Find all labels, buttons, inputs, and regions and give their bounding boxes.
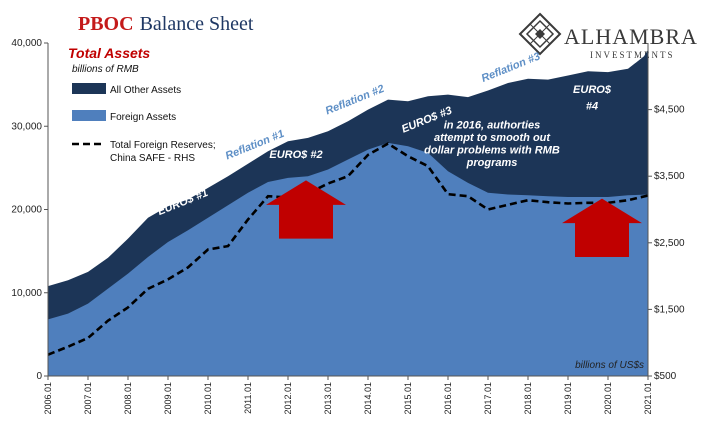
x-tick-label: 2007.01 [83, 382, 93, 415]
y-left-tick-label: 30,000 [11, 121, 42, 132]
x-tick-label: 2019.01 [563, 382, 573, 415]
legend-swatch-foreign-assets [72, 110, 106, 121]
red-arrow [266, 180, 346, 239]
legend: Total Assets billions of RMB All Other Ass… [68, 45, 216, 164]
x-tick-label: 2020.01 [603, 382, 613, 415]
legend-label: Foreign Assets [110, 112, 176, 123]
y-right-tick-label: $2,500 [654, 238, 685, 249]
x-tick-label: 2018.01 [523, 382, 533, 415]
chart-subtitle: billions of RMB [72, 64, 139, 75]
annotation-euro: #4 [586, 101, 598, 113]
series-total-foreign-reserves [47, 142, 649, 356]
legend-label: Total Foreign Reserves; [110, 140, 216, 151]
y-left-tick-label: 40,000 [11, 38, 42, 49]
y-right-tick-label: $4,500 [654, 105, 685, 116]
annotation-euro: EURO$ [573, 84, 612, 96]
logo-name: ALHAMBRA [564, 24, 698, 49]
annotation-euro: programs [466, 157, 518, 169]
x-tick-label: 2009.01 [163, 382, 173, 415]
x-tick-label: 2013.01 [323, 382, 333, 415]
annotation-euro: dollar problems with RMB [424, 145, 560, 157]
x-tick-label: 2010.01 [203, 382, 213, 415]
title-balance-sheet: Balance Sheet [140, 13, 254, 35]
x-tick-label: 2017.01 [483, 382, 493, 415]
y-right-tick-label: $500 [654, 371, 677, 382]
title-pboc: PBOC [78, 13, 134, 35]
y-left-tick-label: 10,000 [11, 288, 42, 299]
y-left-tick-label: 0 [36, 371, 42, 382]
diamond-lattice-icon [518, 12, 562, 56]
chart-title: Total Assets [68, 45, 150, 61]
alhambra-logo: ALHAMBRA INVESTMENTS [518, 12, 698, 60]
x-tick-label: 2006.01 [43, 382, 53, 415]
y-right-tick-label: $1,500 [654, 304, 685, 315]
x-tick-label: 2011.01 [243, 382, 253, 414]
y-left-tick-label: 20,000 [11, 205, 42, 216]
logo-subtitle: INVESTMENTS [590, 50, 675, 60]
x-tick-label: 2021.01 [643, 382, 653, 415]
annotation-euro: EURO$ #2 [269, 149, 322, 161]
legend-label: All Other Assets [110, 85, 181, 96]
series-foreign-assets [48, 142, 648, 376]
x-tick-label: 2012.01 [283, 382, 293, 415]
x-tick-label: 2014.01 [363, 382, 373, 415]
y-right-unit-label: billions of US$s [575, 360, 644, 371]
plot-area [47, 49, 649, 376]
title: PBOC Balance Sheet [78, 13, 254, 35]
legend-label-line2: China SAFE - RHS [110, 153, 195, 164]
x-tick-label: 2008.01 [123, 382, 133, 415]
x-tick-label: 2016.01 [443, 382, 453, 415]
legend-swatch-all-other-assets [72, 83, 106, 94]
annotation-euro: in 2016, authorties [444, 120, 541, 132]
y-right-tick-label: $3,500 [654, 171, 685, 182]
red-arrow [562, 198, 642, 257]
annotation-euro: attempt to smooth out [434, 132, 551, 144]
axes: 0 10,000 20,000 30,000 40,000 $500 $1,500 $2,50… [11, 38, 685, 415]
x-tick-label: 2015.01 [403, 382, 413, 415]
